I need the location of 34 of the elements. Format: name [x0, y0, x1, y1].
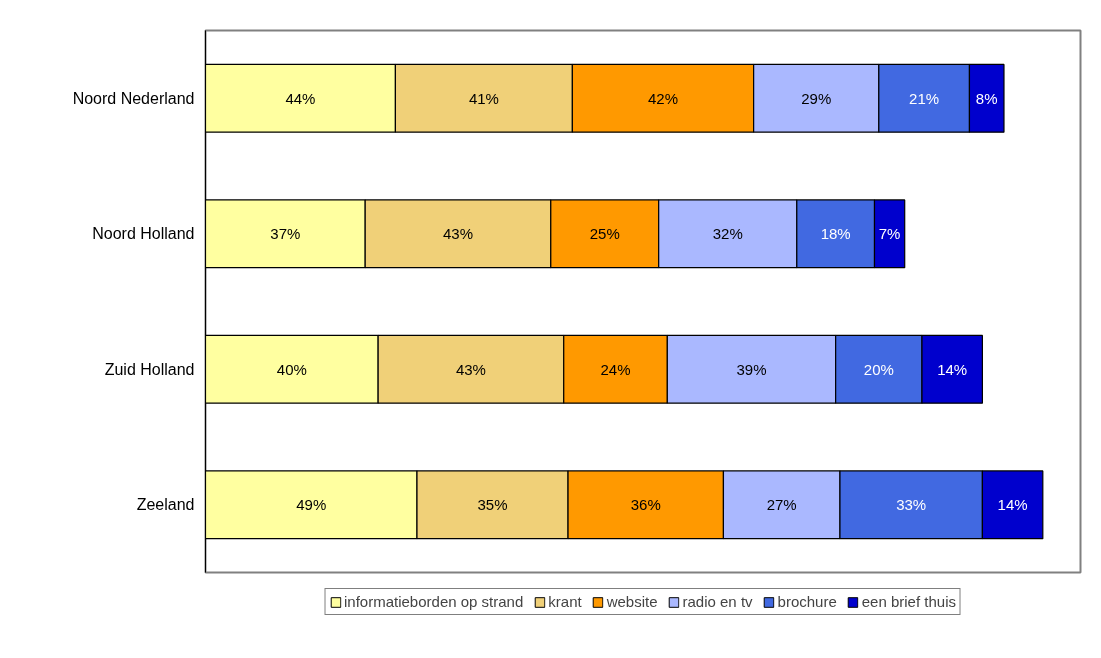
legend-label: website	[606, 593, 658, 610]
data-label: 35%	[477, 496, 508, 514]
data-label: 36%	[630, 496, 661, 514]
data-label: 43%	[455, 360, 486, 378]
legend-label: een brief thuis	[861, 593, 956, 610]
data-label: 43%	[442, 225, 474, 243]
data-label: 37%	[270, 225, 301, 243]
data-label: 40%	[276, 360, 307, 378]
legend-label: brochure	[777, 593, 837, 610]
y-tick-label: Noord Holland	[92, 225, 195, 243]
data-label: 24%	[600, 360, 631, 378]
data-label: 20%	[863, 360, 894, 378]
data-label: 25%	[589, 225, 620, 243]
legend-label: krant	[548, 593, 582, 610]
y-tick-label: Zeeland	[136, 496, 195, 514]
data-label: 14%	[937, 360, 968, 378]
data-label: 18%	[820, 225, 851, 243]
data-label: 32%	[712, 225, 743, 243]
y-tick-label: Noord Nederland	[72, 89, 195, 107]
data-label: 27%	[766, 496, 797, 514]
data-label: 8%	[975, 89, 998, 107]
data-label: 14%	[997, 496, 1028, 514]
data-label: 39%	[736, 360, 767, 378]
legend-label: radio en tv	[682, 593, 753, 610]
y-tick-label: Zuid Holland	[104, 360, 195, 378]
legend-label: informatieborden op strand	[344, 593, 524, 610]
data-label: 29%	[801, 89, 832, 107]
data-label: 41%	[468, 89, 499, 107]
data-label: 33%	[896, 496, 927, 514]
data-label: 7%	[878, 225, 901, 243]
data-label: 21%	[909, 89, 940, 107]
data-label: 49%	[296, 496, 327, 514]
data-label: 44%	[285, 89, 316, 107]
data-label: 42%	[647, 89, 679, 107]
